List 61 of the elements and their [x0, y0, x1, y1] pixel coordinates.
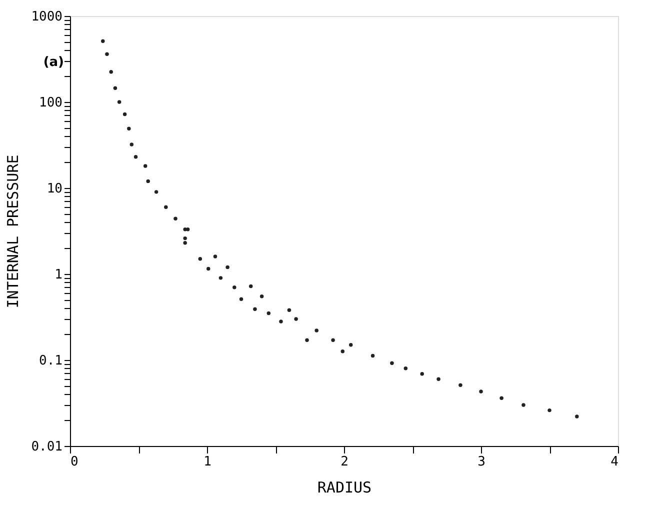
- point: [239, 297, 244, 302]
- y-tick-label: 1: [54, 268, 62, 282]
- point: [248, 284, 253, 288]
- point: [253, 307, 257, 312]
- point: [146, 179, 150, 184]
- y-tick-label: 1000: [31, 10, 62, 24]
- point: [143, 164, 148, 168]
- point: [348, 342, 353, 347]
- point: [575, 414, 579, 418]
- y-tick-label: 0.1: [39, 354, 62, 368]
- point: [404, 366, 408, 370]
- point: [294, 317, 298, 321]
- point: [331, 338, 335, 342]
- point: [458, 383, 462, 388]
- x-tick-label: 1: [204, 454, 212, 470]
- point: [340, 350, 344, 354]
- point: [479, 390, 483, 394]
- point: [279, 320, 283, 324]
- point: [232, 285, 236, 290]
- point: [213, 254, 218, 258]
- point: [314, 328, 318, 332]
- point: [183, 236, 187, 240]
- point: [174, 216, 178, 221]
- point: [105, 52, 109, 56]
- x-tick-label: 4: [610, 454, 619, 470]
- x-tick-label: 3: [478, 454, 486, 470]
- point: [186, 228, 190, 232]
- y-tick-label: 10: [46, 182, 62, 196]
- point: [287, 308, 292, 312]
- point: [260, 294, 264, 298]
- point: [548, 408, 552, 412]
- point: [134, 155, 138, 159]
- y-tick-label: 0.01: [31, 440, 62, 454]
- x-tick-label: 2: [340, 454, 348, 470]
- point: [127, 126, 131, 131]
- point: [122, 112, 127, 116]
- point: [420, 372, 424, 376]
- x-tick-label: 0: [70, 454, 78, 470]
- y-axis-title: INTERNAL PRESSURE: [4, 154, 22, 308]
- point: [305, 338, 309, 342]
- point: [117, 100, 122, 104]
- x-axis-title: RADIUS: [317, 478, 372, 496]
- point: [113, 86, 118, 90]
- point: [198, 256, 202, 261]
- point: [130, 142, 134, 146]
- point: [101, 39, 105, 44]
- point: [370, 354, 375, 358]
- point: [183, 241, 187, 245]
- point: [500, 396, 504, 400]
- point: [154, 190, 158, 194]
- point: [390, 361, 394, 365]
- y-tick-label: 100: [39, 96, 62, 110]
- point: [109, 70, 113, 74]
- point: [522, 403, 526, 407]
- point: [164, 205, 168, 209]
- point: [436, 377, 440, 381]
- point: [218, 276, 223, 280]
- point: [266, 311, 271, 316]
- point: [206, 266, 210, 271]
- point: [226, 265, 230, 270]
- text: (a): [43, 55, 64, 70]
